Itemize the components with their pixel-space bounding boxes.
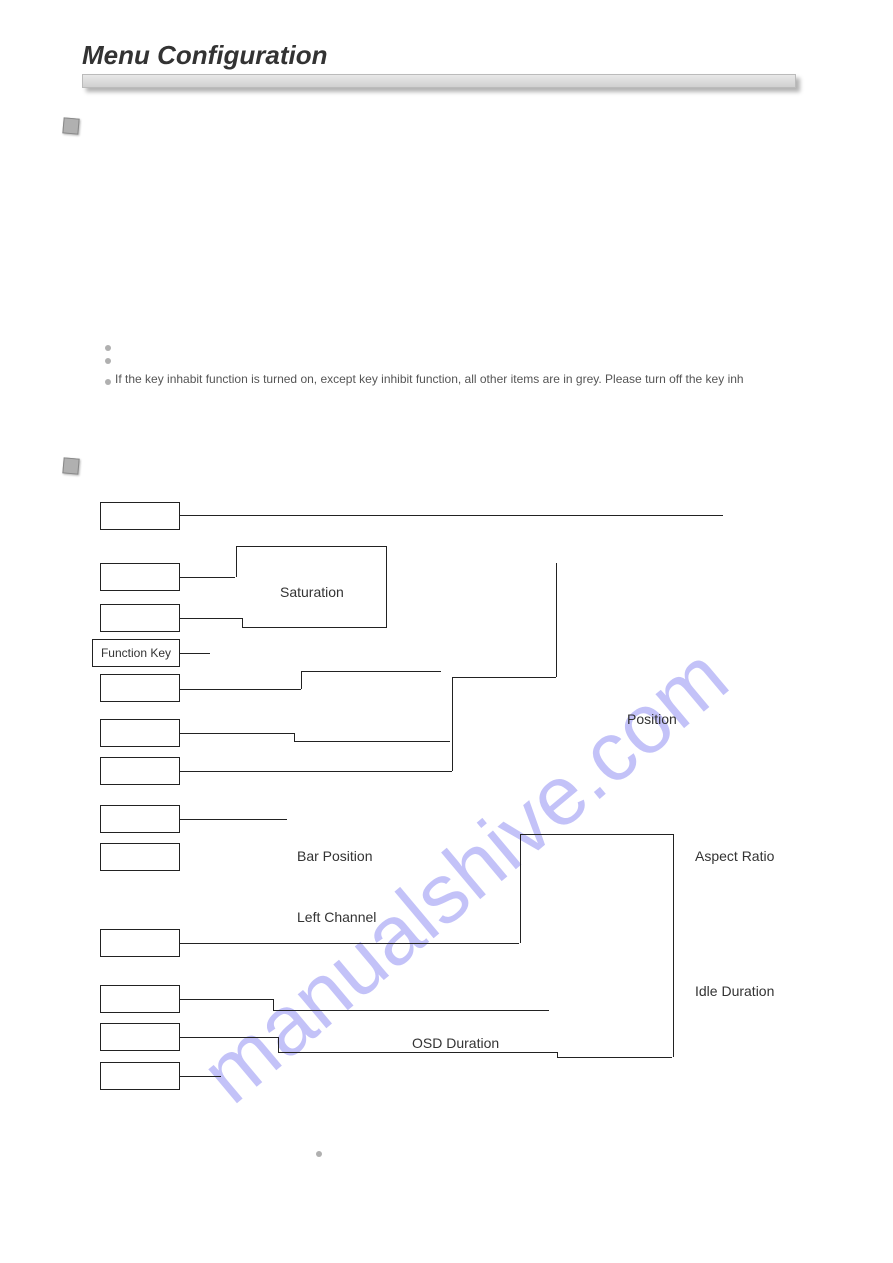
diagram-node <box>100 563 180 591</box>
diagram-node <box>100 719 180 747</box>
diagram-label-bar-position: Bar Position <box>297 848 372 864</box>
diagram-node <box>100 1023 180 1051</box>
connector <box>273 999 274 1010</box>
page-root: manualshive.com Menu Configuration If th… <box>0 0 893 1263</box>
diagram-label-idle-duration: Idle Duration <box>695 983 774 999</box>
diagram-node <box>100 805 180 833</box>
connector <box>180 577 235 578</box>
connector <box>180 771 452 772</box>
bullet-marker <box>105 358 111 364</box>
connector <box>278 1052 557 1053</box>
connector <box>557 1052 558 1057</box>
connector <box>242 627 387 628</box>
diagram-node <box>100 929 180 957</box>
connector <box>180 819 287 820</box>
connector <box>301 671 441 672</box>
diagram-label-osd-duration: OSD Duration <box>412 1035 499 1051</box>
section-cube-icon <box>62 457 79 474</box>
connector <box>278 1037 279 1052</box>
connector <box>294 741 450 742</box>
diagram-label-position: Position <box>627 711 677 727</box>
connector <box>180 653 210 654</box>
diagram-node <box>100 674 180 702</box>
connector <box>386 546 387 627</box>
diagram-node <box>100 843 180 871</box>
diagram-node: Function Key <box>92 639 180 667</box>
node-label: Function Key <box>101 646 171 660</box>
connector <box>180 1076 221 1077</box>
connector <box>180 999 273 1000</box>
connector <box>452 677 453 771</box>
diagram-node <box>100 1062 180 1090</box>
title-divider <box>82 74 796 88</box>
diagram-label-aspect-ratio: Aspect Ratio <box>695 848 774 864</box>
connector <box>180 733 294 734</box>
connector <box>180 515 723 516</box>
connector <box>236 546 386 547</box>
connector <box>180 943 519 944</box>
connector <box>556 563 557 677</box>
connector <box>273 1010 549 1011</box>
bullet-marker <box>105 345 111 351</box>
bullet-marker <box>316 1151 322 1157</box>
bullet-marker <box>105 379 111 385</box>
diagram-node <box>100 604 180 632</box>
connector <box>520 834 673 835</box>
diagram-label-left-channel: Left Channel <box>297 909 376 925</box>
connector <box>180 618 242 619</box>
page-title: Menu Configuration <box>82 40 328 71</box>
diagram-node <box>100 757 180 785</box>
diagram-node <box>100 502 180 530</box>
connector <box>242 618 243 627</box>
connector <box>452 677 556 678</box>
bullet-text: If the key inhabit function is turned on… <box>115 372 835 386</box>
connector <box>180 689 301 690</box>
diagram-label-saturation: Saturation <box>280 584 344 600</box>
connector <box>294 733 295 741</box>
connector <box>673 834 674 1057</box>
connector <box>180 1037 278 1038</box>
section-cube-icon <box>62 117 79 134</box>
connector <box>301 671 302 689</box>
diagram-node <box>100 985 180 1013</box>
connector <box>557 1057 672 1058</box>
connector <box>520 834 521 943</box>
connector <box>236 546 237 577</box>
